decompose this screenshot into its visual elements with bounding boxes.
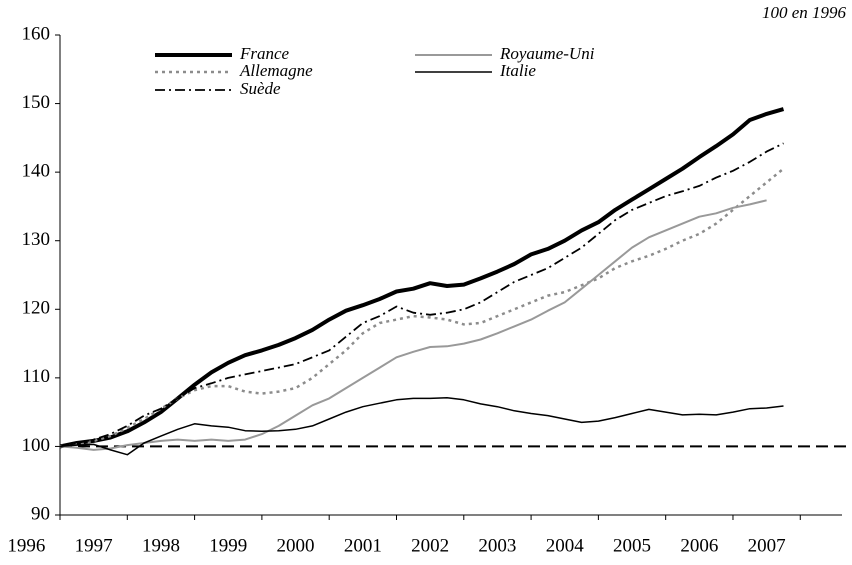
x-tick-label: 1998: [142, 535, 180, 556]
x-tick-label: 1999: [209, 535, 247, 556]
series-line: [59, 199, 767, 451]
y-tick-label: 110: [22, 366, 50, 387]
series-line: [59, 167, 785, 448]
y-tick-label: 120: [22, 298, 51, 319]
x-tick-label: 2002: [411, 535, 449, 556]
x-tick-label: 2006: [680, 535, 718, 556]
x-tick-label: 1996: [7, 535, 45, 556]
x-tick-label: 2005: [613, 535, 651, 556]
y-tick-label: 160: [22, 23, 51, 44]
x-tick-label: 2003: [478, 535, 516, 556]
unit-note: 100 en 1996: [762, 3, 847, 22]
y-tick-label: 140: [22, 161, 51, 182]
series-line: [59, 396, 784, 456]
y-tick-label: 130: [22, 229, 51, 250]
x-tick-label: 2001: [344, 535, 382, 556]
series-line: [59, 107, 785, 449]
y-tick-label: 90: [31, 503, 50, 524]
x-tick-label: 1997: [75, 535, 113, 556]
x-tick-label: 2007: [748, 535, 786, 556]
legend-label: Suède: [240, 79, 281, 98]
x-tick-label: 2000: [277, 535, 315, 556]
series-line: [59, 142, 784, 448]
x-tick-label: 2004: [546, 535, 585, 556]
legend-label: Allemagne: [239, 61, 313, 80]
y-tick-label: 100: [22, 435, 51, 456]
legend-label: Italie: [499, 61, 536, 80]
legend-label: Royaume-Uni: [499, 44, 595, 63]
legend-label: France: [239, 44, 290, 63]
y-tick-label: 150: [22, 92, 51, 113]
